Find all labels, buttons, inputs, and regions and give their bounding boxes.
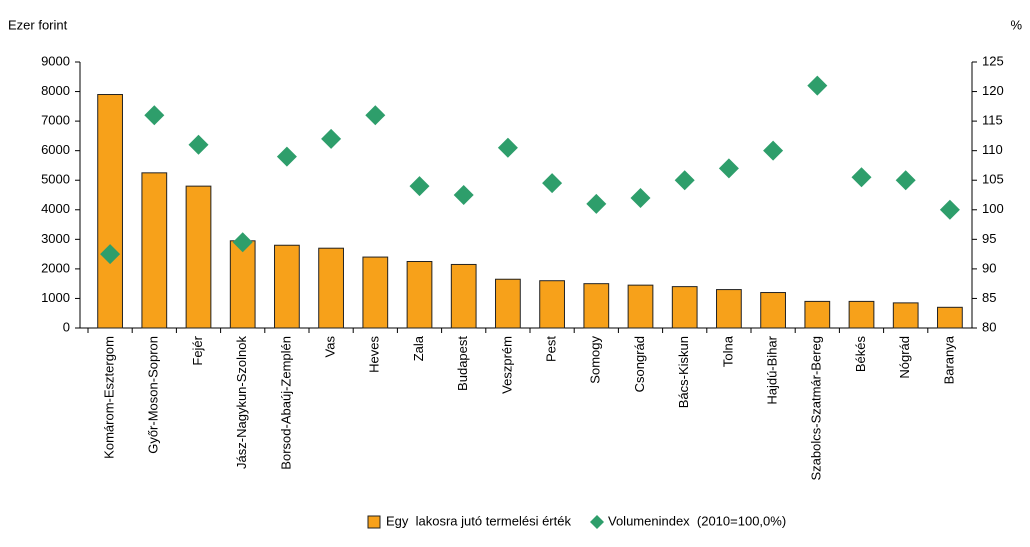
x-tick-label: Pest <box>544 336 559 362</box>
x-tick-label: Győr-Moson-Sopron <box>146 336 161 454</box>
y2-axis-title: % <box>1010 17 1022 32</box>
diamond-marker <box>321 128 342 149</box>
y-tick-label: 8000 <box>41 83 70 98</box>
y2-tick-label: 125 <box>982 53 1004 68</box>
y-tick-label: 4000 <box>41 201 70 216</box>
x-tick-label: Zala <box>411 335 426 361</box>
bar <box>495 278 521 329</box>
x-tick-label: Szabolcs-Szatmár-Bereg <box>809 336 824 481</box>
diamond-marker <box>276 146 297 167</box>
x-tick-label: Jász-Nagykun-Szolnok <box>234 336 249 469</box>
x-tick-label: Hajdú-Bihar <box>765 335 780 404</box>
x-tick-label: Bács-Kiskun <box>676 336 691 408</box>
diamond-marker <box>453 185 474 205</box>
diamond-marker <box>763 140 784 161</box>
y-tick-label: 1000 <box>41 290 70 305</box>
bar <box>362 256 389 329</box>
legend-label: Volumenindex (2010=100,0%) <box>608 513 786 528</box>
diamond-marker <box>674 170 695 191</box>
bar <box>671 286 698 329</box>
x-tick-label: Veszprém <box>499 336 514 394</box>
x-tick-label: Tolna <box>720 335 735 367</box>
y-tick-label: 7000 <box>41 113 70 128</box>
x-tick-label: Heves <box>367 336 382 373</box>
bar <box>892 302 919 329</box>
y-tick-label: 9000 <box>41 53 70 68</box>
diamond-marker <box>630 187 651 208</box>
y-tick-label: 3000 <box>41 231 70 246</box>
diamond-marker <box>232 232 253 253</box>
x-tick-label: Nógrád <box>897 336 912 379</box>
bar <box>583 283 610 329</box>
y2-tick-label: 105 <box>982 172 1004 187</box>
bar <box>450 263 477 329</box>
bar <box>141 172 168 329</box>
x-tick-label: Baranya <box>941 335 956 384</box>
diamond-marker <box>409 176 430 197</box>
bar <box>627 284 654 329</box>
legend-label: Egy lakosra jutó termelési érték <box>386 513 571 528</box>
y2-tick-label: 90 <box>982 260 996 275</box>
x-tick-label: Somogy <box>588 336 603 384</box>
x-tick-label: Borsod-Abaúj-Zemplén <box>278 336 293 470</box>
y2-tick-label: 100 <box>982 201 1004 216</box>
bar <box>229 240 256 329</box>
diamond-marker <box>497 137 518 158</box>
y2-tick-label: 80 <box>982 319 996 334</box>
x-tick-label: Csongrád <box>632 336 647 392</box>
y2-tick-label: 95 <box>982 231 996 246</box>
y2-tick-label: 85 <box>982 290 996 305</box>
diamond-marker <box>365 105 386 126</box>
x-tick-label: Békés <box>853 336 868 373</box>
x-tick-label: Budapest <box>455 336 470 391</box>
bar <box>539 280 565 329</box>
y-tick-label: 5000 <box>41 172 70 187</box>
y-axis-title: Ezer forint <box>8 17 68 32</box>
diamond-marker <box>895 170 916 191</box>
bar <box>97 94 123 329</box>
bar <box>848 300 875 329</box>
diamond-marker <box>851 167 872 188</box>
diamond-marker <box>144 105 165 126</box>
y2-tick-label: 120 <box>982 83 1004 98</box>
diamond-marker <box>807 75 828 96</box>
bar <box>937 306 963 329</box>
bar <box>406 261 433 329</box>
x-tick-label: Fejér <box>190 335 205 365</box>
bar <box>804 300 831 329</box>
bar <box>760 292 786 329</box>
legend-swatch <box>590 515 604 529</box>
diamond-marker <box>718 158 739 179</box>
diamond-marker <box>542 173 563 194</box>
diamond-marker <box>188 134 209 155</box>
diamond-marker <box>586 193 607 214</box>
bar <box>716 289 742 329</box>
y2-tick-label: 115 <box>982 113 1003 128</box>
bar <box>185 185 212 329</box>
bar <box>318 247 344 329</box>
diamond-marker <box>100 244 121 265</box>
x-tick-label: Komárom-Esztergom <box>102 336 117 459</box>
legend-swatch <box>367 515 381 529</box>
bar <box>274 244 300 329</box>
diamond-marker <box>939 199 960 220</box>
y-tick-label: 6000 <box>41 142 70 157</box>
y-tick-label: 2000 <box>41 260 70 275</box>
y-tick-label: 0 <box>63 319 70 334</box>
x-tick-label: Vas <box>323 336 338 358</box>
y2-tick-label: 110 <box>982 142 1003 157</box>
